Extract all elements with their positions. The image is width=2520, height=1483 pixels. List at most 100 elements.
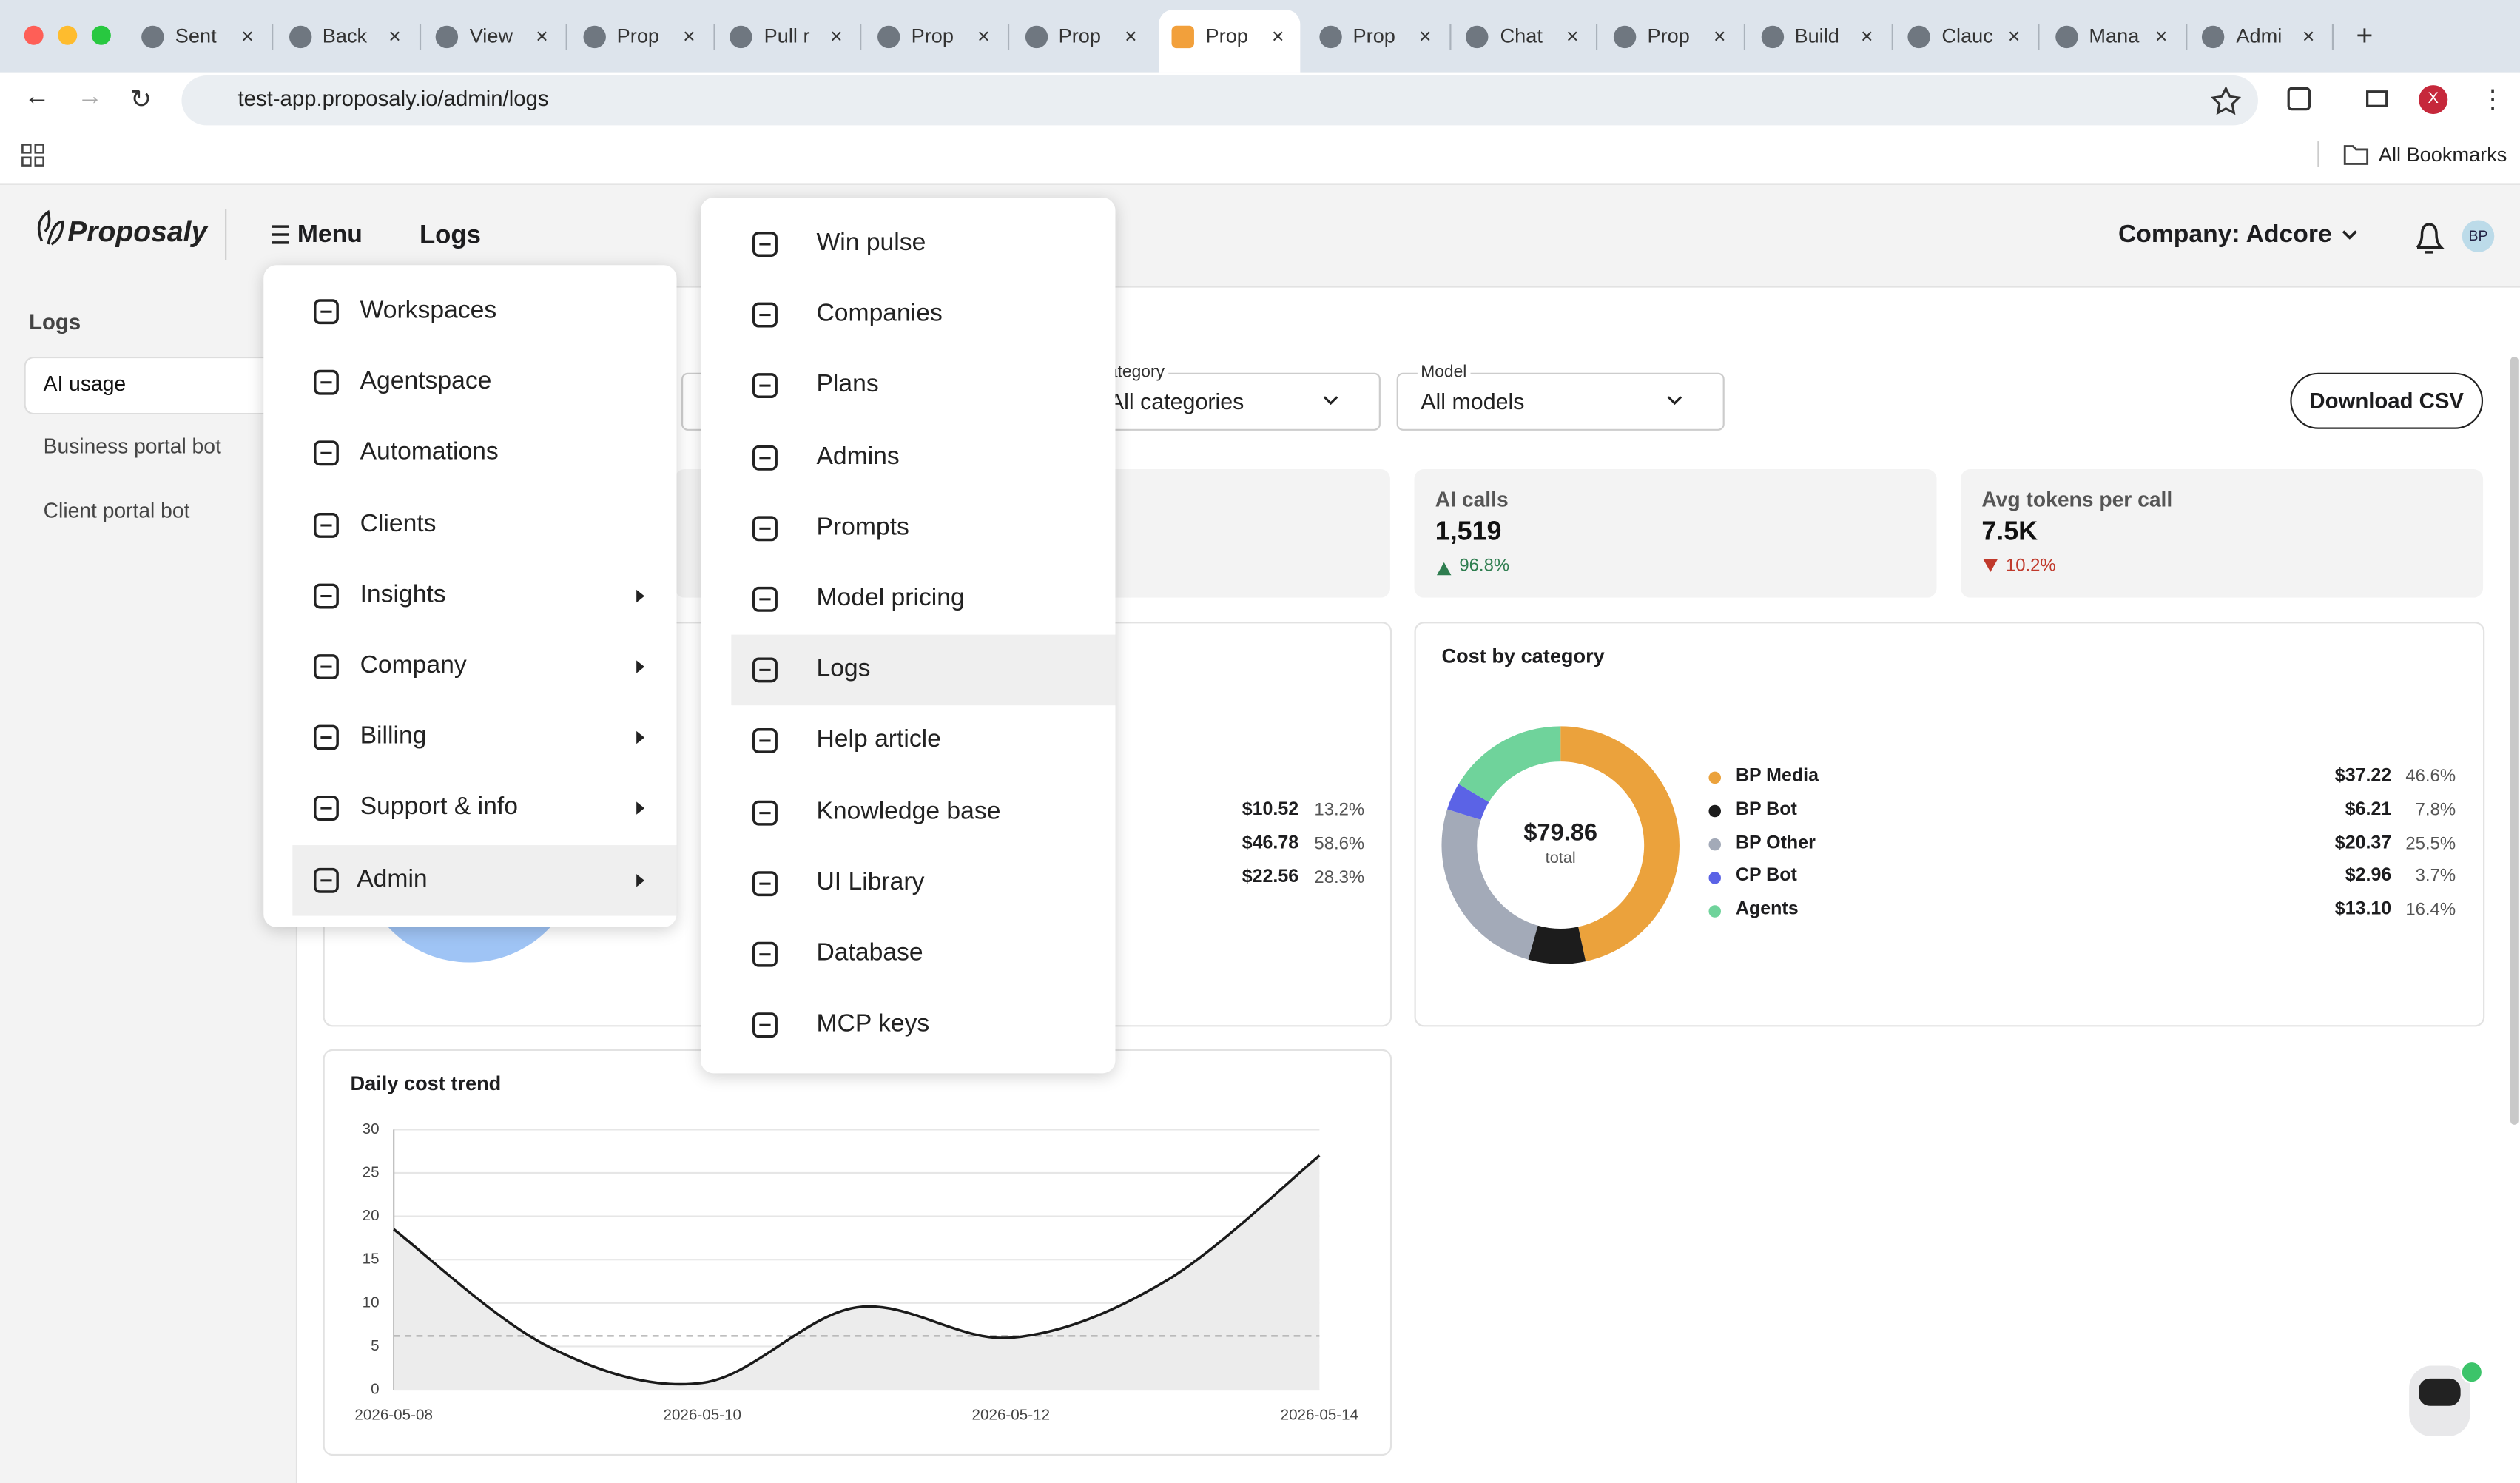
icon-shape bbox=[752, 586, 778, 612]
legend-label: BP Other bbox=[1735, 833, 1816, 853]
sidebar-item[interactable]: Client portal bot bbox=[43, 498, 190, 523]
nav-button[interactable]: → bbox=[77, 83, 104, 111]
browser-tab[interactable]: View × bbox=[423, 13, 565, 61]
model-select[interactable] bbox=[1396, 372, 1725, 431]
menu-item[interactable]: UI Library bbox=[816, 868, 925, 896]
tab-close[interactable]: × bbox=[2155, 24, 2168, 49]
tab-close[interactable]: × bbox=[977, 24, 990, 49]
icon-shape bbox=[752, 1012, 778, 1038]
bookmarks: All Bookmarks bbox=[2378, 144, 2507, 167]
menu-item[interactable]: Companies bbox=[816, 300, 943, 328]
tab-close[interactable]: × bbox=[2007, 24, 2021, 49]
menu-item[interactable]: Automations bbox=[360, 438, 499, 466]
tab-close[interactable]: × bbox=[388, 24, 401, 49]
browser-tab[interactable]: Back × bbox=[276, 13, 417, 61]
menu-item[interactable]: Admins bbox=[816, 442, 900, 470]
menu-item[interactable]: Insights bbox=[360, 580, 446, 608]
tab-favicon bbox=[1024, 25, 1048, 49]
menu-item[interactable]: Model pricing bbox=[816, 584, 965, 612]
icon-shape bbox=[314, 370, 339, 396]
tab-close[interactable]: × bbox=[683, 24, 695, 49]
tab-close[interactable]: × bbox=[536, 24, 548, 49]
tab-close[interactable]: × bbox=[1419, 24, 1432, 49]
menu-icon bbox=[752, 303, 778, 328]
tab-close[interactable]: × bbox=[1125, 24, 1137, 49]
tab-close[interactable]: × bbox=[830, 24, 843, 49]
menu-item[interactable]: Agentspace bbox=[360, 367, 492, 395]
folder-icon bbox=[2343, 145, 2369, 165]
tab-title: Prop bbox=[911, 24, 954, 48]
menu-item[interactable]: Workspaces bbox=[360, 297, 497, 324]
browser-tab[interactable]: Admi × bbox=[2189, 13, 2331, 61]
window-button[interactable] bbox=[58, 25, 78, 45]
tab-favicon bbox=[877, 25, 900, 49]
menu-item[interactable]: Clients bbox=[360, 509, 437, 537]
menu-item[interactable]: Database bbox=[816, 939, 923, 967]
browser-tab[interactable]: Sent × bbox=[129, 13, 270, 61]
icon-shape bbox=[752, 232, 778, 257]
tab-close[interactable]: × bbox=[241, 24, 254, 49]
menu-item[interactable]: Support & info bbox=[360, 793, 518, 821]
legend-swatch bbox=[1708, 838, 1721, 851]
scrollbar bbox=[2510, 357, 2519, 1125]
tab-close[interactable]: × bbox=[2302, 24, 2315, 49]
tab-close[interactable]: × bbox=[1566, 24, 1579, 49]
tab-title: Chat bbox=[1500, 24, 1543, 48]
download-button[interactable] bbox=[2290, 372, 2484, 429]
menu-button[interactable]: Menu bbox=[297, 221, 363, 249]
nav-button[interactable]: ← bbox=[24, 83, 50, 111]
new-tab[interactable]: + bbox=[2356, 19, 2374, 52]
address-bar[interactable] bbox=[181, 75, 2258, 126]
tab-separator bbox=[1596, 24, 1599, 50]
tab-close[interactable]: × bbox=[1714, 24, 1726, 49]
browser-tab[interactable]: Pull r × bbox=[718, 13, 859, 61]
tab-close[interactable]: × bbox=[1860, 24, 1873, 49]
tab-favicon bbox=[1171, 25, 1195, 49]
menu-item[interactable]: Admin bbox=[357, 864, 428, 892]
menu-item[interactable]: Plans bbox=[816, 371, 879, 399]
window-button[interactable] bbox=[91, 25, 111, 45]
icon-shape bbox=[314, 867, 339, 892]
browser-tab[interactable]: Prop × bbox=[1159, 10, 1301, 73]
icon-shape bbox=[314, 583, 339, 609]
browser-tab[interactable]: Mana × bbox=[2042, 13, 2183, 61]
menu-item[interactable]: Company bbox=[360, 651, 467, 679]
stat-card bbox=[1961, 468, 2484, 598]
tab-separator bbox=[566, 24, 568, 50]
tab-separator bbox=[2038, 24, 2040, 50]
arrow bbox=[636, 802, 645, 816]
menu-item[interactable]: MCP keys bbox=[816, 1010, 930, 1038]
browser-tab[interactable]: Prop × bbox=[1012, 13, 1153, 61]
icon-shape bbox=[752, 303, 778, 328]
menu-item[interactable]: Prompts bbox=[816, 513, 909, 541]
menu-item[interactable]: Knowledge base bbox=[816, 797, 1001, 825]
y-tick-label: 5 bbox=[371, 1337, 379, 1354]
menu-item[interactable]: Logs bbox=[816, 655, 871, 683]
icon-shape bbox=[314, 725, 339, 750]
window-button[interactable] bbox=[24, 25, 44, 45]
legend-label: BP Bot bbox=[1735, 800, 1797, 820]
menu-icon bbox=[752, 232, 778, 257]
menu-item[interactable]: Win pulse bbox=[816, 229, 926, 257]
tab-close[interactable]: × bbox=[1272, 24, 1284, 49]
tab-favicon bbox=[436, 25, 459, 49]
company-selector[interactable]: Company: Adcore bbox=[2118, 221, 2332, 249]
browser-tab[interactable]: Clauc × bbox=[1895, 13, 2036, 61]
menu-item[interactable]: Help article bbox=[816, 726, 941, 754]
x-tick-label: 2026-05-12 bbox=[972, 1406, 1051, 1423]
area bbox=[394, 1155, 1320, 1390]
browser-tab[interactable]: Build × bbox=[1748, 13, 1889, 61]
menu-item[interactable]: Billing bbox=[360, 722, 427, 750]
browser-tab[interactable]: Prop × bbox=[1307, 13, 1448, 61]
sidebar-item[interactable]: AI usage bbox=[43, 371, 127, 396]
icon-shape bbox=[752, 657, 778, 683]
tab-favicon bbox=[583, 25, 606, 49]
y-tick-label: 30 bbox=[363, 1120, 380, 1137]
browser-tab[interactable]: Prop × bbox=[570, 13, 712, 61]
download-label[interactable]: Download CSV bbox=[2309, 389, 2464, 413]
browser-tab[interactable]: Prop × bbox=[1601, 13, 1742, 61]
nav-button[interactable]: ↻ bbox=[129, 87, 152, 115]
browser-tab[interactable]: Prop × bbox=[865, 13, 1006, 61]
browser-tab[interactable]: Chat × bbox=[1454, 13, 1595, 61]
sidebar-item[interactable]: Business portal bot bbox=[43, 434, 221, 459]
